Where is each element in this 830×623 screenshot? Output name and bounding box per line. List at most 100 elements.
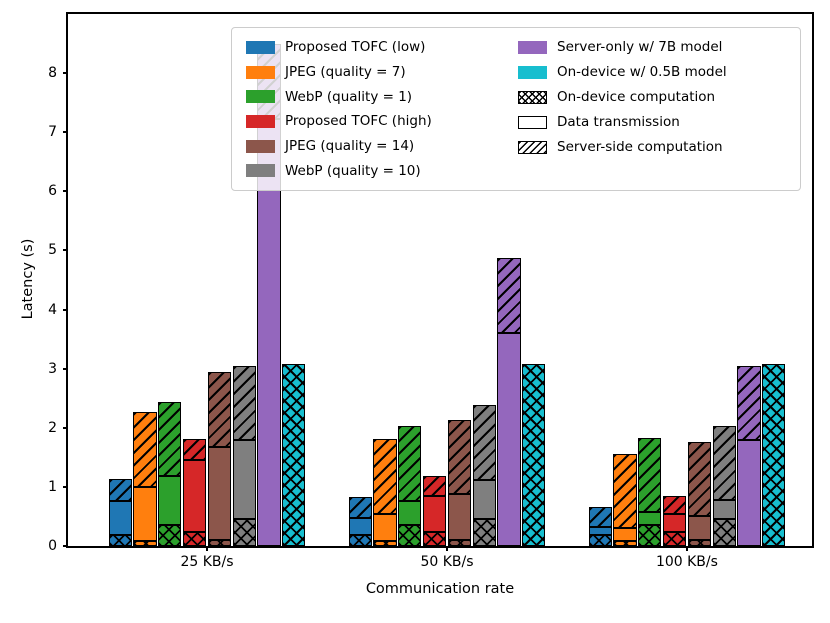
legend-column-2: Server-only w/ 7B model On-device w/ 0.5B…	[518, 35, 727, 183]
bar-segment-server	[348, 496, 372, 518]
legend-swatch	[518, 140, 547, 154]
bar-segment-server	[588, 507, 612, 528]
bar-segment-server	[613, 453, 637, 528]
bar-segment-on_device	[158, 524, 182, 546]
bar-segment-transmission	[712, 499, 736, 520]
legend-label: Server-only w/ 7B model	[557, 39, 723, 56]
chart-legend: Proposed TOFC (low) JPEG (quality = 7) Web…	[231, 27, 801, 191]
legend-item: On-device w/ 0.5B model	[518, 60, 727, 85]
bar-segment-server	[232, 365, 256, 441]
bar-segment-on_device	[182, 531, 207, 546]
y-axis-label: Latency (s)	[20, 238, 36, 320]
legend-item: JPEG (quality = 14)	[246, 134, 518, 159]
legend-label: JPEG (quality = 14)	[285, 138, 415, 155]
bar-segment-on_device	[638, 524, 662, 546]
bar-segment-transmission	[158, 476, 182, 525]
bar-segment-server	[133, 411, 157, 487]
legend-label: Proposed TOFC (high)	[285, 113, 432, 130]
bar-segment-on_device	[282, 363, 306, 546]
bar-segment-transmission	[182, 459, 207, 532]
x-tick-mark	[205, 546, 208, 551]
legend-item: WebP (quality = 1)	[246, 84, 518, 109]
legend-label: Proposed TOFC (low)	[285, 39, 426, 56]
y-tick-mark	[63, 485, 68, 488]
legend-swatch	[246, 164, 275, 178]
bar-segment-on_device	[613, 541, 637, 546]
legend-swatch	[518, 115, 547, 129]
bar-segment-server	[497, 257, 521, 333]
legend-item: Proposed TOFC (high)	[246, 109, 518, 134]
legend-swatch	[518, 65, 547, 79]
y-tick-label: 2	[48, 419, 57, 436]
bar-segment-server	[737, 365, 761, 440]
legend-item: Server-side computation	[518, 135, 727, 160]
bar-segment-on_device	[762, 363, 786, 546]
bar-segment-server	[422, 475, 447, 497]
bar-segment-server	[638, 437, 662, 513]
bar-segment-transmission	[497, 332, 521, 546]
legend-label: WebP (quality = 1)	[285, 88, 413, 105]
x-tick-mark	[685, 546, 688, 551]
legend-swatch	[246, 40, 275, 54]
bar-segment-server	[662, 495, 687, 515]
legend-swatch	[518, 40, 547, 54]
bar-segment-transmission	[108, 501, 132, 535]
legend-item: Server-only w/ 7B model	[518, 35, 727, 60]
legend-swatch	[518, 90, 547, 104]
legend-swatch	[246, 65, 275, 79]
bar-segment-transmission	[588, 527, 612, 535]
legend-column-1: Proposed TOFC (low) JPEG (quality = 7) Web…	[246, 35, 518, 183]
bar-segment-on_device	[522, 363, 546, 546]
y-tick-mark	[63, 72, 68, 75]
y-tick-label: 0	[48, 538, 57, 554]
y-tick-mark	[63, 308, 68, 311]
bar-segment-transmission	[207, 446, 231, 541]
bar-segment-server	[687, 441, 711, 517]
bar-segment-server	[398, 426, 422, 501]
bar-segment-on_device	[687, 540, 711, 546]
legend-item: Data transmission	[518, 110, 727, 135]
legend-label: WebP (quality = 10)	[285, 162, 421, 179]
y-tick-label: 5	[48, 242, 57, 259]
bar-segment-on_device	[472, 519, 496, 546]
bar-segment-transmission	[662, 514, 687, 532]
legend-item: WebP (quality = 10)	[246, 158, 518, 183]
bar-segment-on_device	[373, 541, 397, 546]
bar-segment-transmission	[687, 516, 711, 541]
y-tick-mark	[63, 367, 68, 370]
bar-segment-on_device	[662, 531, 687, 546]
y-tick-label: 4	[48, 301, 57, 318]
legend-item: On-device computation	[518, 85, 727, 110]
legend-label: Data transmission	[557, 114, 680, 131]
legend-item: JPEG (quality = 7)	[246, 60, 518, 85]
bar-segment-transmission	[373, 513, 397, 542]
y-tick-mark	[63, 426, 68, 429]
x-axis-label: Communication rate	[365, 581, 515, 597]
y-tick-mark	[63, 131, 68, 134]
bar-segment-transmission	[348, 517, 372, 535]
bar-segment-server	[712, 426, 736, 500]
bar-segment-server	[472, 405, 496, 480]
bar-segment-server	[182, 439, 207, 460]
bar-segment-transmission	[398, 500, 422, 525]
bar-segment-on_device	[133, 541, 157, 546]
y-tick-label: 7	[48, 124, 57, 141]
bar-segment-on_device	[108, 534, 132, 546]
x-tick-label: 50 KB/s	[420, 554, 474, 570]
bar-segment-on_device	[422, 531, 447, 546]
bar-segment-on_device	[398, 524, 422, 546]
bar-segment-on_device	[712, 519, 736, 546]
y-tick-label: 6	[48, 183, 57, 200]
bar-segment-transmission	[737, 439, 761, 546]
bar-segment-server	[373, 439, 397, 514]
legend-label: On-device computation	[557, 89, 716, 106]
legend-label: Server-side computation	[557, 139, 723, 155]
bar-segment-server	[207, 371, 231, 447]
y-tick-label: 3	[48, 360, 57, 377]
bar-segment-server	[447, 419, 471, 494]
bar-segment-transmission	[422, 496, 447, 532]
y-tick-mark	[63, 190, 68, 193]
bar-segment-on_device	[447, 540, 471, 546]
bar-segment-on_device	[588, 534, 612, 546]
